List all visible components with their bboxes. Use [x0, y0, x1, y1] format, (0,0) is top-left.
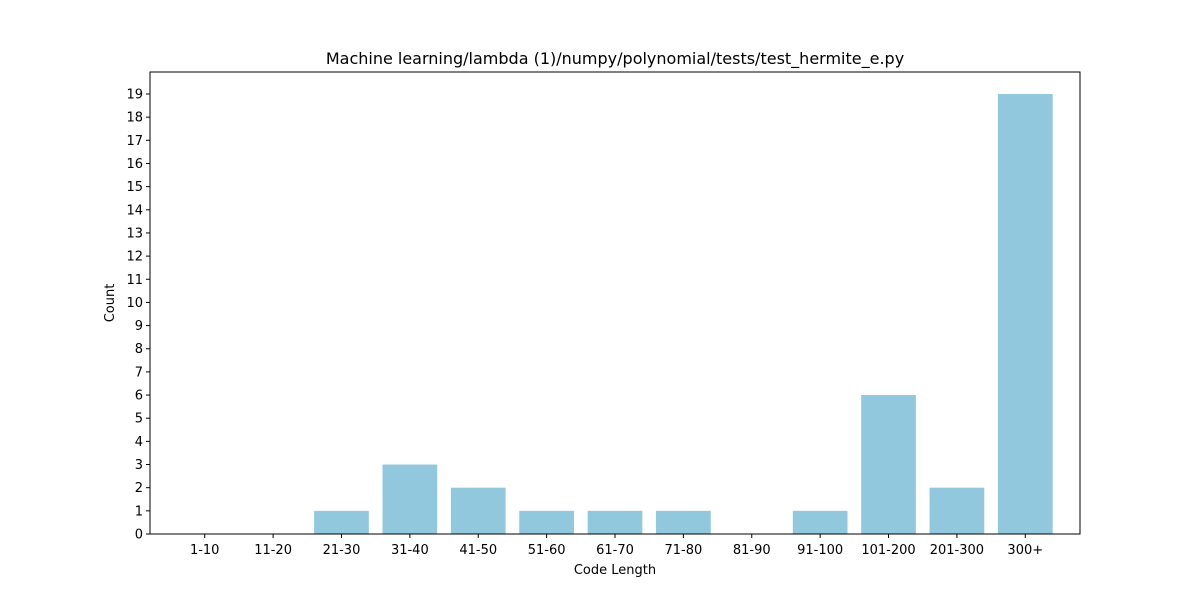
bars-group [314, 94, 1053, 534]
x-tick-label: 300+ [1007, 543, 1043, 558]
y-tick-label: 13 [126, 226, 143, 241]
y-tick-label: 9 [135, 319, 143, 334]
y-tick-label: 18 [126, 111, 143, 126]
y-tick-label: 3 [135, 458, 143, 473]
bar-91-100 [792, 510, 848, 534]
y-tick-label: 17 [126, 134, 143, 149]
x-tick-label: 11-20 [254, 543, 292, 558]
x-tick-label: 21-30 [323, 543, 361, 558]
bar-61-70 [587, 510, 643, 534]
x-axis: 1-10 11-20 21-30 31-40 41-50 51-60 61-70 71-80 8… [190, 534, 1043, 558]
bar-201-300 [929, 487, 985, 534]
chart-title: Machine learning/lambda (1)/numpy/polyno… [326, 49, 904, 69]
y-tick-label: 2 [135, 481, 143, 496]
y-tick-label: 4 [135, 435, 143, 450]
y-tick-label: 15 [126, 180, 143, 195]
x-tick-label: 1-10 [190, 543, 220, 558]
bar-71-80 [656, 510, 711, 534]
y-tick-label: 0 [135, 528, 143, 543]
y-tick-label: 19 [126, 88, 143, 103]
x-tick-label: 71-80 [664, 543, 702, 558]
x-tick-label: 51-60 [528, 543, 566, 558]
x-tick-label: 201-300 [930, 543, 984, 558]
y-tick-label: 10 [126, 296, 143, 311]
bar-300+ [997, 94, 1053, 534]
y-tick-label: 6 [135, 389, 143, 404]
x-tick-label: 41-50 [459, 543, 497, 558]
y-tick-label: 16 [126, 157, 143, 172]
x-tick-label: 91-100 [797, 543, 843, 558]
x-tick-label: 61-70 [596, 543, 634, 558]
y-tick-label: 1 [135, 504, 143, 519]
x-tick-label: 31-40 [391, 543, 429, 558]
bar-51-60 [519, 510, 574, 534]
bar-21-30 [314, 510, 369, 534]
y-tick-label: 11 [126, 273, 143, 288]
x-tick-label: 81-90 [733, 543, 771, 558]
plot-frame [149, 71, 1081, 535]
y-tick-label: 5 [135, 412, 143, 427]
y-axis-label: Count [103, 284, 118, 323]
y-tick-label: 14 [126, 203, 143, 218]
x-axis-label: Code Length [574, 563, 656, 578]
bar-31-40 [382, 464, 438, 534]
bar-41-50 [450, 487, 506, 534]
y-tick-label: 8 [135, 342, 143, 357]
x-tick-label: 101-200 [861, 543, 915, 558]
bar-101-200 [861, 395, 916, 534]
y-tick-label: 12 [126, 250, 143, 265]
y-tick-label: 7 [135, 365, 143, 380]
